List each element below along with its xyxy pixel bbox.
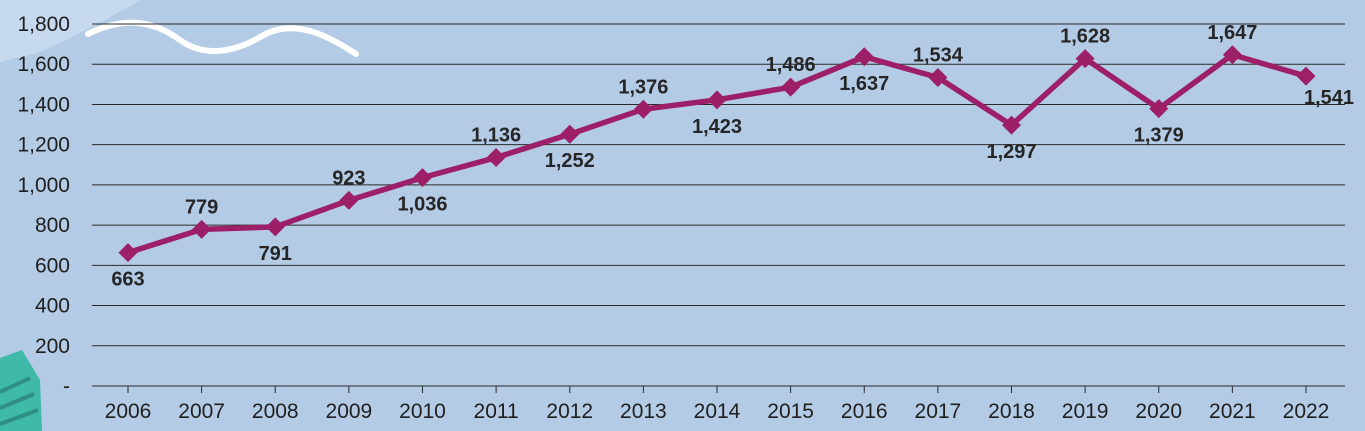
series-line-group xyxy=(125,52,1309,256)
data-label: 923 xyxy=(332,167,365,189)
data-label: 1,637 xyxy=(839,73,889,95)
data-label: 1,423 xyxy=(692,116,742,138)
x-tick-label: 2022 xyxy=(1283,400,1330,423)
series-markers xyxy=(118,45,1316,263)
x-tick-label: 2016 xyxy=(841,400,888,423)
data-point-marker xyxy=(339,190,359,210)
wave-decoration xyxy=(85,19,359,57)
data-label: 1,252 xyxy=(545,150,595,172)
data-point-marker xyxy=(1296,66,1316,86)
y-tick-label: 800 xyxy=(35,214,70,237)
data-point-marker xyxy=(1002,115,1021,135)
data-point-marker xyxy=(486,148,506,168)
data-label: 1,486 xyxy=(766,54,816,76)
gridlines xyxy=(92,23,1345,387)
data-point-marker xyxy=(854,47,874,67)
x-tick-label: 2008 xyxy=(252,400,299,423)
data-point-marker xyxy=(1075,49,1095,69)
data-label: 791 xyxy=(259,243,292,265)
data-label: 1,376 xyxy=(618,76,668,98)
data-point-marker xyxy=(1222,45,1242,65)
data-point-marker xyxy=(118,243,138,263)
corner-highlight-shape xyxy=(0,0,140,62)
data-label: 779 xyxy=(185,196,218,218)
y-axis-ticks: - 200 400 600 800 1,000 1,200 1,400 1,600 1,800 xyxy=(17,13,70,398)
data-label: 1,297 xyxy=(986,141,1036,163)
data-point-marker xyxy=(781,77,801,97)
data-label: 1,379 xyxy=(1134,125,1184,147)
data-label: 1,628 xyxy=(1060,26,1110,48)
x-tick-label: 2020 xyxy=(1135,400,1182,423)
background-decoration xyxy=(0,0,359,431)
data-point-marker xyxy=(413,168,432,188)
x-tick-label: 2018 xyxy=(988,400,1035,423)
data-point-marker xyxy=(928,67,948,87)
x-tick-label: 2015 xyxy=(767,400,814,423)
series-line xyxy=(125,52,1309,256)
data-labels: 663 779 791 923 1,036 1,136 1,252 1,376 1,423 1,4… xyxy=(111,22,1354,291)
teal-book-stripe xyxy=(0,376,39,426)
x-axis-ticks: 2006 2007 2008 2009 2010 2011 2012 2013 2014 2015… xyxy=(105,386,1330,423)
x-tick-label: 2009 xyxy=(326,400,373,423)
x-tick-label: 2019 xyxy=(1062,400,1109,423)
data-point-marker xyxy=(192,219,212,239)
y-tick-label: 1,000 xyxy=(17,174,70,197)
data-point-marker xyxy=(265,217,285,237)
data-point-marker xyxy=(1149,99,1169,119)
data-point-marker xyxy=(560,124,580,144)
x-tick-label: 2011 xyxy=(474,400,519,423)
x-tick-label: 2017 xyxy=(915,400,962,423)
data-label: 1,647 xyxy=(1207,22,1257,44)
y-tick-label: 200 xyxy=(35,335,70,358)
x-tick-label: 2007 xyxy=(178,400,225,423)
x-tick-label: 2010 xyxy=(399,400,446,423)
data-point-marker xyxy=(707,90,727,110)
x-tick-label: 2013 xyxy=(620,400,667,423)
x-tick-label: 2014 xyxy=(694,400,741,423)
x-tick-label: 2012 xyxy=(546,400,593,423)
data-label: 1,541 xyxy=(1304,87,1354,109)
y-tick-label: 1,800 xyxy=(17,13,70,36)
x-tick-label: 2021 xyxy=(1209,400,1256,423)
data-label: 1,534 xyxy=(913,44,964,66)
data-label: 1,036 xyxy=(397,194,447,216)
data-label: 1,136 xyxy=(471,125,521,147)
y-tick-label: 600 xyxy=(35,254,70,277)
y-tick-label: 400 xyxy=(35,295,70,318)
data-point-marker xyxy=(633,99,653,119)
y-tick-label: 1,200 xyxy=(17,134,70,157)
x-tick-label: 2006 xyxy=(105,400,152,423)
y-tick-label: 1,400 xyxy=(17,93,70,116)
data-label: 663 xyxy=(111,269,144,291)
y-tick-label: 1,600 xyxy=(17,53,70,76)
y-tick-label: - xyxy=(63,375,70,398)
